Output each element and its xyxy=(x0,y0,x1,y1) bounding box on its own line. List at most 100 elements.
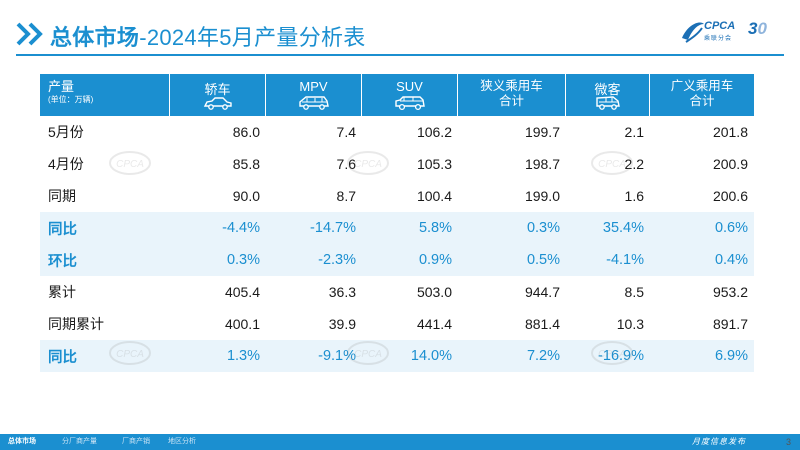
watermark-logo-icon: CPCA xyxy=(347,151,389,175)
table-cell: 7.6 xyxy=(336,156,356,172)
svg-text:CPCA: CPCA xyxy=(116,349,144,360)
row-label: 同比 xyxy=(48,221,77,238)
column-header-broad-total: 广义乘用车 合计 xyxy=(650,74,754,116)
table-cell: 200.9 xyxy=(712,156,748,172)
table-cell: 7.4 xyxy=(336,124,356,140)
table-cell: 0.3% xyxy=(526,220,560,236)
table-cell: 7.2% xyxy=(526,348,560,364)
table-cell: -4.1% xyxy=(606,252,644,268)
table-cell: 0.9% xyxy=(418,252,452,268)
footer-tab-sales[interactable]: 厂商产销 xyxy=(122,438,150,445)
table-cell: 39.9 xyxy=(328,316,356,332)
table-row: 4月份 85.8 7.6 105.3 198.7 2.2 200.9 xyxy=(40,148,754,180)
logo-subtext: 乘联分会 xyxy=(704,36,733,42)
production-table: 产量 (单位：万辆) 轿车 MPV SUV xyxy=(40,74,754,372)
table-cell: 86.0 xyxy=(232,124,260,140)
table-cell: 36.3 xyxy=(328,284,356,300)
table-body: 5月份 86.0 7.4 106.2 199.7 2.1 201.8 4月份 85.8 7.6 10… xyxy=(40,116,754,372)
sedan-icon xyxy=(203,97,232,110)
table-cell: -2.3% xyxy=(318,252,356,268)
table-cell: 5.8% xyxy=(418,220,452,236)
table-row: 同期 90.0 8.7 100.4 199.0 1.6 200.6 xyxy=(40,180,754,212)
column-header-mpv: MPV xyxy=(266,74,362,116)
table-cell: 35.4% xyxy=(602,220,644,236)
footer-tab-overall[interactable]: 总体市场 xyxy=(8,438,36,445)
table-cell: 14.0% xyxy=(410,348,452,364)
row-label: 同期累计 xyxy=(48,316,104,332)
table-row: 5月份 86.0 7.4 106.2 199.7 2.1 201.8 xyxy=(40,116,754,148)
table-cell: 90.0 xyxy=(232,188,260,204)
table-cell: 200.6 xyxy=(712,188,748,204)
table-cell: 953.2 xyxy=(712,284,748,300)
slide-header: 总体市场-2024年5月产量分析表 CPCA 乘联分会 30 xyxy=(0,0,800,56)
page-title: 总体市场-2024年5月产量分析表 xyxy=(50,25,366,50)
column-header-narrow-total: 狭义乘用车 合计 xyxy=(458,74,566,116)
svg-text:CPCA: CPCA xyxy=(354,159,382,170)
column-label: MPV xyxy=(299,79,328,94)
column-label: 合计 xyxy=(689,94,715,108)
table-cell: -16.9% xyxy=(598,348,644,364)
column-header-minivan: 微客 xyxy=(566,74,650,116)
table-cell: 198.7 xyxy=(524,156,560,172)
column-header-suv: SUV xyxy=(362,74,458,116)
table-cell: 199.7 xyxy=(524,124,560,140)
svg-text:CPCA: CPCA xyxy=(116,159,144,170)
table-cell: 881.4 xyxy=(524,316,560,332)
table-cell: 0.3% xyxy=(226,252,260,268)
chevron-right-icon xyxy=(16,22,31,46)
table-cell: 8.7 xyxy=(336,188,356,204)
table-cell: 85.8 xyxy=(232,156,260,172)
row-label: 同期 xyxy=(48,188,76,204)
table-cell: -9.1% xyxy=(318,348,356,364)
table-cell: 10.3 xyxy=(616,316,644,332)
table-cell: 0.5% xyxy=(526,252,560,268)
mpv-icon xyxy=(298,96,329,110)
table-cell: 441.4 xyxy=(416,316,452,332)
table-cell: 944.7 xyxy=(524,284,560,300)
row-label: 累计 xyxy=(48,284,76,300)
table-cell: 0.4% xyxy=(714,252,748,268)
footer-bar: 总体市场 分厂商产量 厂商产销 地区分析 月度信息发布 xyxy=(0,434,800,450)
table-cell: 8.5 xyxy=(624,284,644,300)
row-label: 环比 xyxy=(48,253,77,270)
table-corner-header: 产量 (单位：万辆) xyxy=(40,74,170,116)
table-cell: -14.7% xyxy=(310,220,356,236)
table-cell: -4.4% xyxy=(222,220,260,236)
table-cell: 199.0 xyxy=(524,188,560,204)
header-label: 产量 xyxy=(48,79,75,94)
column-label: 合计 xyxy=(498,94,524,108)
table-cell: 503.0 xyxy=(416,284,452,300)
minivan-icon xyxy=(595,96,620,110)
footer-tab-manufacturer[interactable]: 分厂商产量 xyxy=(62,438,97,445)
table-cell: 6.9% xyxy=(714,348,748,364)
table-cell: 2.2 xyxy=(624,156,644,172)
table-cell: 400.1 xyxy=(224,316,260,332)
column-label: 轿车 xyxy=(204,82,231,97)
svg-text:CPCA: CPCA xyxy=(598,349,626,360)
table-row: 同期累计 400.1 39.9 441.4 881.4 10.3 891.7 xyxy=(40,308,754,340)
watermark-logo-icon: CPCA xyxy=(591,151,633,175)
table-cell: 100.4 xyxy=(416,188,452,204)
column-header-sedan: 轿车 xyxy=(170,74,266,116)
watermark-logo-icon: CPCA xyxy=(109,341,151,365)
row-label: 5月份 xyxy=(48,124,84,140)
table-header-row: 产量 (单位：万辆) 轿车 MPV SUV xyxy=(40,74,754,116)
table-row: 同比 1.3% -9.1% 14.0% 7.2% -16.9% 6.9% xyxy=(40,340,754,372)
table-cell: 106.2 xyxy=(416,124,452,140)
row-label: 4月份 xyxy=(48,156,84,172)
table-cell: 1.6 xyxy=(624,188,644,204)
footer-tab-region[interactable]: 地区分析 xyxy=(168,438,196,445)
svg-text:CPCA: CPCA xyxy=(598,159,626,170)
table-cell: 201.8 xyxy=(712,124,748,140)
table-row: 同比 -4.4% -14.7% 5.8% 0.3% 35.4% 0.6% xyxy=(40,212,754,244)
table-cell: 105.3 xyxy=(416,156,452,172)
table-cell: 2.1 xyxy=(624,124,644,140)
unit-label: (单位：万辆) xyxy=(48,95,94,104)
logo-text: CPCA xyxy=(704,20,736,32)
table-cell: 891.7 xyxy=(712,316,748,332)
row-label: 同比 xyxy=(48,349,77,366)
table-cell: 405.4 xyxy=(224,284,260,300)
table-cell: 0.6% xyxy=(714,220,748,236)
table-row: 环比 0.3% -2.3% 0.9% 0.5% -4.1% 0.4% xyxy=(40,244,754,276)
suv-icon xyxy=(394,96,425,111)
